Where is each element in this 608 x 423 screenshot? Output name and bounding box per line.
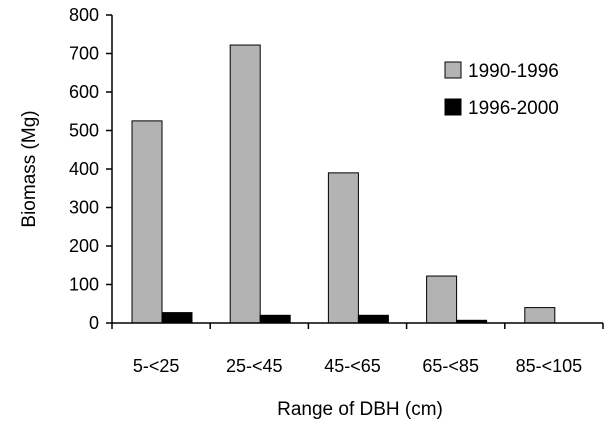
- y-tick-label: 800: [69, 5, 99, 25]
- bar-series1: [327, 172, 359, 324]
- bar-series1: [229, 44, 261, 324]
- bar-series2: [357, 314, 389, 324]
- bar-series1: [131, 120, 163, 324]
- y-tick-label: 500: [69, 121, 99, 141]
- x-tick-label: 65-<85: [422, 356, 479, 376]
- x-tick-labels: 5-<25 25-<45 45-<65 65-<85 85-<105: [133, 356, 582, 376]
- y-tick-label: 0: [89, 313, 99, 333]
- y-tick-label: 400: [69, 159, 99, 179]
- y-tick-label: 200: [69, 236, 99, 256]
- bar-series2: [259, 314, 291, 324]
- y-axis-title: Biomass (Mg): [19, 110, 40, 227]
- x-tick-label: 45-<65: [324, 356, 381, 376]
- x-axis-ticks: [111, 323, 604, 329]
- y-tick-label: 300: [69, 198, 99, 218]
- x-axis-title: Range of DBH (cm): [277, 399, 443, 420]
- legend: 1990-1996 1996-2000: [444, 61, 559, 119]
- y-tick-label: 700: [69, 44, 99, 64]
- bar-series2: [161, 312, 193, 324]
- legend-swatch: [444, 98, 462, 116]
- y-tick-label: 600: [69, 82, 99, 102]
- bar-series1: [524, 307, 556, 324]
- bar-series1: [426, 275, 458, 324]
- bars: [131, 44, 556, 324]
- x-tick-label: 5-<25: [133, 356, 180, 376]
- legend-swatch: [444, 61, 462, 79]
- legend-label: 1990-1996: [468, 61, 559, 82]
- x-tick-label: 25-<45: [226, 356, 283, 376]
- y-tick-label: 100: [69, 275, 99, 295]
- y-axis-ticks: 0 100 200 300 400 500 600 700 800: [69, 5, 112, 333]
- legend-label: 1996-2000: [468, 98, 559, 119]
- x-tick-label: 85-<105: [516, 356, 583, 376]
